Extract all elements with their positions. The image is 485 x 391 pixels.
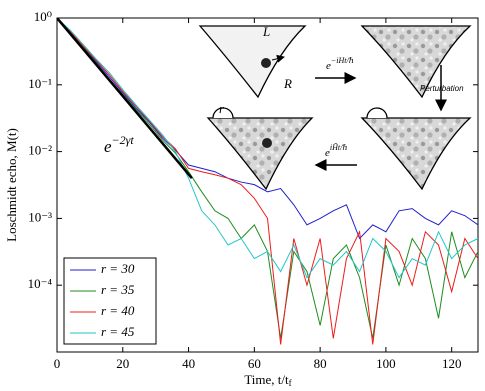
x-tick-label: 60 [248, 356, 261, 371]
perturbation-label: Perturbation [420, 84, 464, 93]
perturbation-bump [366, 107, 388, 119]
inset-label: L [262, 24, 270, 39]
wavepacket [261, 58, 271, 68]
legend-label: r = 40 [101, 303, 135, 318]
velocity-arrow [271, 54, 285, 63]
series-line [57, 18, 478, 279]
x-tick-label: 120 [442, 356, 462, 371]
forward-label: e−iHt/ℏ [326, 56, 354, 72]
series-line [57, 18, 478, 240]
label-exponent: iH̃t/ℏ [330, 143, 348, 152]
label-exponent: −2γt [112, 133, 135, 147]
fit-line [57, 18, 193, 179]
y-tick-label: 10⁻⁴ [28, 276, 53, 291]
x-tick-label: 20 [116, 356, 129, 371]
lines [57, 18, 478, 345]
backward-label: eiH̃t/ℏ [325, 143, 348, 159]
y-tick-label: 10⁻¹ [28, 76, 52, 91]
label-base: e [104, 137, 112, 156]
legend-label: r = 35 [101, 282, 135, 297]
y-tick-label: 10⁻² [28, 143, 52, 158]
fit-label: e−2γt [104, 133, 134, 156]
legend-label: r = 45 [101, 324, 135, 339]
x-tick-label: 0 [54, 356, 61, 371]
billiard [198, 25, 307, 99]
x-tick-label: 80 [314, 356, 327, 371]
inset-label: R [283, 76, 292, 91]
label-text: Time, t/t [244, 372, 289, 387]
label-base: e [326, 60, 331, 72]
billiard [206, 117, 314, 191]
inset: L R r e−iHt/ℏ Perturbation eiH̃t/ℏ [198, 24, 472, 191]
billiard [360, 25, 472, 99]
x-tick-label: 40 [182, 356, 195, 371]
label-exponent: −iHt/ℏ [331, 56, 354, 65]
x-axis-label: Time, t/tf [244, 372, 291, 388]
inset-label: r [219, 101, 225, 116]
legend-box [63, 257, 157, 345]
y-axis-label: Loschmidt echo, M(t) [4, 128, 19, 242]
legend-label: r = 30 [101, 261, 135, 276]
label-base: e [325, 147, 330, 159]
legend: r = 30 r = 35 r = 40 r = 45 [63, 257, 157, 345]
x-tick-label: 100 [376, 356, 396, 371]
y-tick-label: 10⁻³ [28, 209, 52, 224]
perturbation-bump [212, 107, 234, 119]
series-line [57, 18, 478, 345]
billiard [360, 117, 472, 191]
y-tick-label: 10⁰ [34, 9, 52, 24]
wavepacket [262, 138, 272, 148]
label-subscript: f [289, 378, 292, 388]
